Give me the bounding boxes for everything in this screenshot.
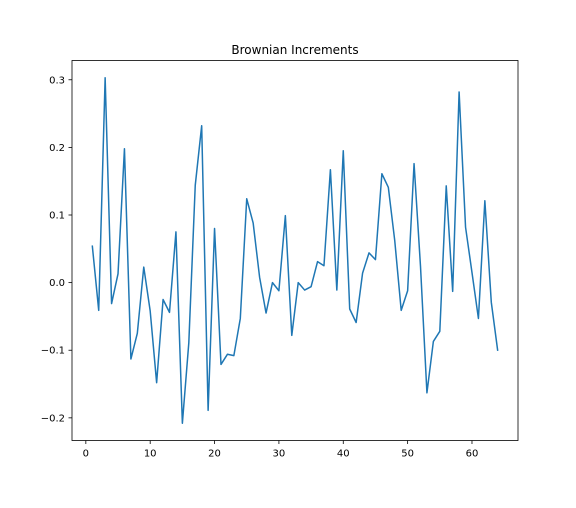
x-tick-label: 60: [466, 449, 479, 460]
x-axis: 0 10 20 30 40 50 60: [83, 440, 479, 460]
x-tick-label: 20: [208, 449, 221, 460]
y-tick-label: 0.3: [49, 75, 65, 86]
y-tick-label: 0.0: [49, 278, 65, 289]
chart-title: Brownian Increments: [231, 43, 358, 57]
y-tick-label: −0.2: [41, 413, 65, 424]
x-tick-label: 40: [337, 449, 350, 460]
x-tick-label: 50: [401, 449, 414, 460]
x-tick-label: 30: [273, 449, 286, 460]
x-tick-label: 10: [144, 449, 157, 460]
y-tick-label: 0.1: [49, 211, 65, 222]
y-tick-label: 0.2: [49, 143, 65, 154]
y-axis: −0.2 −0.1 0.0 0.1 0.2 0.3: [41, 75, 72, 424]
plot-area: [91, 76, 499, 425]
axes-frame: [71, 60, 519, 441]
series-line-1: [91, 76, 499, 425]
y-tick-label: −0.1: [41, 346, 65, 357]
x-tick-label: 0: [83, 449, 89, 460]
